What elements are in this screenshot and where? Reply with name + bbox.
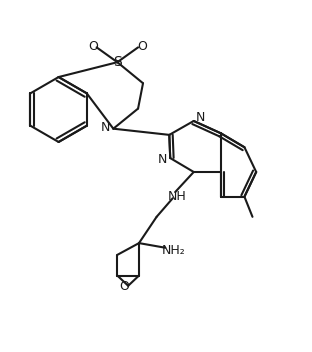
Text: O: O <box>137 40 147 53</box>
Text: O: O <box>88 40 98 53</box>
Text: N: N <box>196 111 205 124</box>
Text: N: N <box>158 153 168 166</box>
Text: NH₂: NH₂ <box>162 244 186 257</box>
Text: S: S <box>113 55 122 69</box>
Text: O: O <box>119 280 129 293</box>
Text: N: N <box>101 121 110 134</box>
Text: NH: NH <box>167 190 186 203</box>
